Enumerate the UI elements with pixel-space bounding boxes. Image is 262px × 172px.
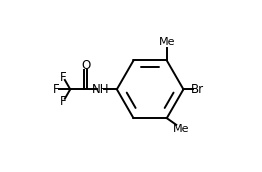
Text: F: F <box>53 83 60 96</box>
Text: F: F <box>60 95 67 108</box>
Text: O: O <box>81 59 90 72</box>
Text: Me: Me <box>173 124 189 134</box>
Text: NH: NH <box>91 83 109 96</box>
Text: F: F <box>60 71 67 84</box>
Text: Me: Me <box>159 37 175 47</box>
Text: Br: Br <box>191 83 204 96</box>
